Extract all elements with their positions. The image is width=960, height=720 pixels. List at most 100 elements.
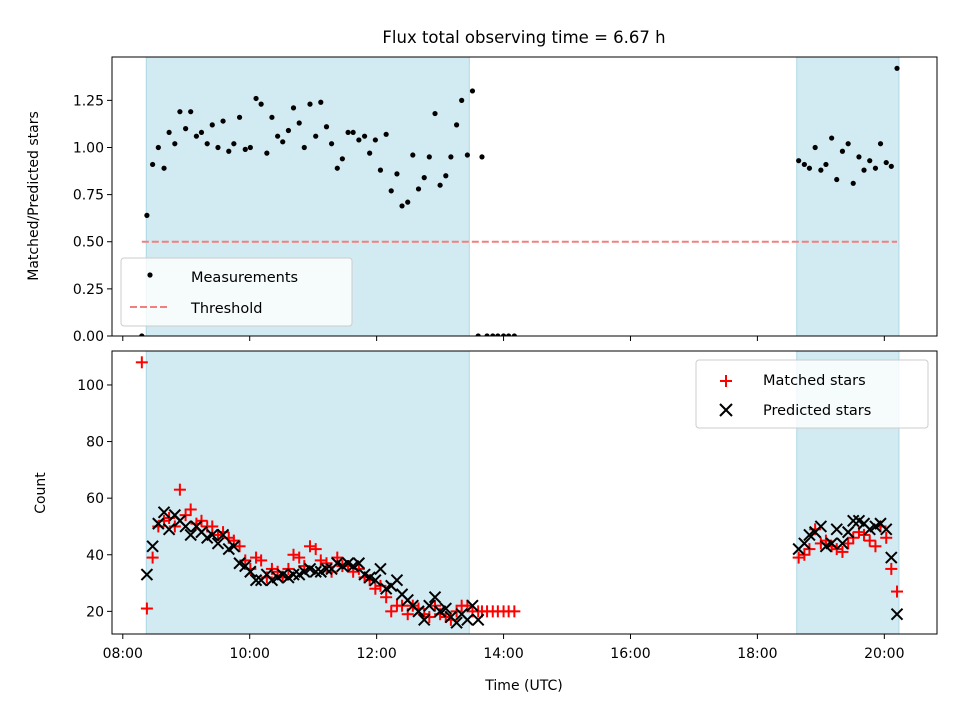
legend-matched-marker — [720, 375, 732, 387]
legend-measurements-label: Measurements — [191, 270, 298, 286]
measurement-point — [356, 137, 362, 143]
x-axis-label: Time (UTC) — [484, 678, 562, 694]
measurement-point — [479, 154, 485, 160]
x-tick-label: 14:00 — [483, 646, 523, 662]
measurement-point — [328, 141, 335, 147]
matched-stars-point — [293, 551, 306, 564]
matched-stars-point — [179, 509, 192, 522]
measurement-point — [188, 109, 194, 115]
measurement-point — [511, 333, 517, 336]
matched-stars-point — [508, 605, 521, 618]
bottom-panel: 20 40 60 80 100 08:00 10:00 12:00 14:00 16:00 18:… — [33, 350, 938, 694]
measurement-point — [812, 144, 818, 151]
predicted-stars-point — [227, 540, 241, 553]
bottom-star-counts — [135, 356, 904, 629]
matched-stars-point — [423, 611, 436, 624]
matched-stars-point — [891, 585, 904, 598]
measurement-point — [247, 144, 253, 151]
predicted-stars-point — [162, 523, 176, 536]
x-tick-label: 20:00 — [864, 646, 904, 662]
matched-stars-point — [184, 503, 197, 516]
measurement-point — [226, 148, 232, 154]
predicted-stars-point — [412, 605, 425, 618]
measurement-point — [144, 212, 150, 218]
measurement-point — [290, 105, 297, 111]
measurement-point — [318, 99, 324, 105]
predicted-stars-point — [890, 607, 904, 621]
measurement-point — [367, 150, 373, 156]
measurement-point — [490, 333, 496, 336]
matched-stars-point — [146, 551, 159, 564]
y-tick-label: 40 — [86, 548, 104, 564]
predicted-stars-point — [471, 613, 485, 627]
matched-stars-point — [869, 540, 882, 553]
measurement-point — [829, 135, 835, 141]
matched-stars-point — [396, 599, 409, 612]
predicted-stars-point — [211, 537, 225, 550]
measurement-point — [334, 165, 340, 171]
measurement-point — [307, 101, 313, 107]
measurement-point — [818, 167, 824, 173]
measurement-point — [484, 333, 490, 336]
top-y-axis-label: Matched/Predicted stars — [26, 111, 42, 281]
top-legend: Measurements Threshold — [120, 257, 353, 327]
measurement-point — [339, 156, 345, 162]
measurement-point — [323, 124, 330, 130]
predicted-stars-point — [369, 574, 382, 587]
measurement-point — [388, 188, 394, 194]
top-x-axis — [122, 336, 885, 341]
measurement-point — [888, 163, 894, 169]
predicted-stars-point — [152, 517, 165, 530]
matched-stars-point — [380, 591, 393, 604]
matched-stars-point — [814, 537, 827, 550]
y-tick-label: 0.50 — [73, 235, 104, 251]
measurement-point — [269, 114, 275, 120]
predicted-stars-point — [885, 551, 898, 564]
predicted-stars-point — [841, 525, 855, 539]
y-tick-label: 80 — [86, 435, 104, 451]
measurement-point — [801, 161, 807, 168]
observing-window-band — [145, 350, 470, 635]
measurement-point — [421, 175, 427, 181]
legend-measurements-marker — [147, 272, 153, 278]
measurement-point — [500, 333, 507, 336]
predicted-stars-point — [184, 528, 197, 542]
legend-predicted-label: Predicted stars — [763, 403, 871, 419]
measurement-point — [275, 133, 281, 139]
x-tick-label: 10:00 — [230, 646, 270, 662]
predicted-stars-point — [418, 613, 431, 627]
measurement-point — [867, 158, 873, 164]
y-tick-label: 1.00 — [73, 140, 104, 156]
x-tick-label: 08:00 — [103, 646, 143, 662]
measurement-point — [183, 126, 189, 132]
measurement-point — [231, 141, 237, 147]
measurement-point — [506, 333, 512, 336]
measurement-point — [405, 199, 411, 205]
measurement-point — [220, 118, 226, 124]
matched-stars-point — [385, 605, 398, 618]
matched-stars-point — [135, 356, 148, 369]
measurement-point — [834, 176, 840, 183]
bottom-legend: Matched stars Predicted stars — [695, 359, 929, 429]
measurement-point — [856, 154, 862, 160]
measurement-point — [155, 144, 161, 151]
legend-matched-label: Matched stars — [763, 373, 866, 389]
measurement-point — [399, 203, 405, 209]
measurement-point — [806, 165, 813, 171]
measurement-point — [296, 120, 302, 126]
measurement-point — [495, 333, 501, 336]
measurement-point — [453, 122, 460, 128]
measurement-point — [193, 133, 200, 139]
measurement-point — [877, 141, 884, 147]
measurement-point — [823, 161, 829, 168]
legend-predicted-marker — [719, 403, 733, 417]
measurement-point — [469, 88, 476, 94]
measurement-point — [459, 97, 465, 103]
measurement-point — [377, 167, 384, 173]
measurement-point — [850, 180, 856, 186]
measurement-point — [437, 182, 443, 188]
predicted-stars-point — [390, 574, 404, 587]
measurement-point — [894, 65, 900, 71]
matched-stars-point — [798, 548, 811, 561]
